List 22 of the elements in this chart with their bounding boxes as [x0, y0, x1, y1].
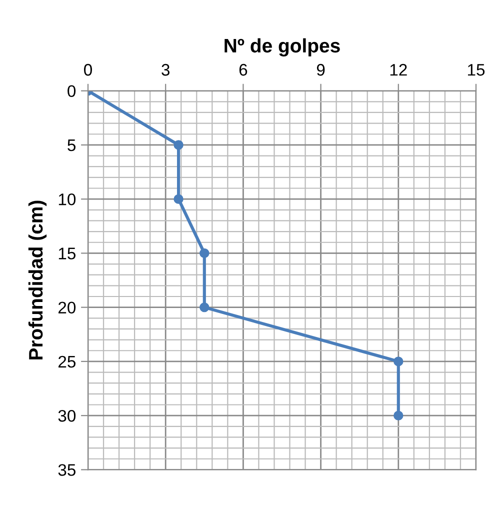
point	[200, 248, 210, 258]
x-axis-title: Nº de golpes	[224, 38, 340, 56]
y-tick-label: 30	[58, 410, 76, 422]
point	[394, 356, 404, 366]
point	[174, 194, 184, 204]
y-tick-label: 25	[58, 356, 76, 368]
point	[200, 302, 210, 312]
x-tick-label: 15	[468, 64, 485, 76]
x-tick-label: 6	[239, 64, 248, 76]
x-tick-label: 0	[84, 64, 92, 76]
y-tick-label: 0	[68, 85, 76, 98]
x-tick-label: 9	[316, 64, 325, 76]
x-tick-label: 3	[162, 64, 170, 76]
y-tick-label: 35	[58, 464, 76, 476]
y-axis-title: Profundidad (cm)	[28, 200, 47, 360]
y-tick-label: 5	[68, 140, 76, 152]
point	[174, 140, 184, 150]
y-tick-label: 15	[58, 248, 76, 260]
x-tick-label: 12	[390, 64, 407, 76]
y-tick-label: 20	[58, 302, 76, 314]
point	[394, 410, 404, 420]
y-tick-label: 10	[58, 193, 76, 206]
